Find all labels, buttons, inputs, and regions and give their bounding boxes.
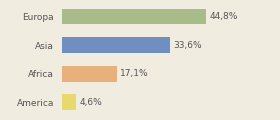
Bar bbox=[62, 37, 170, 53]
Text: 33,6%: 33,6% bbox=[173, 41, 202, 50]
Bar bbox=[62, 9, 206, 24]
Text: 17,1%: 17,1% bbox=[120, 69, 149, 78]
Text: 44,8%: 44,8% bbox=[209, 12, 238, 21]
Bar bbox=[62, 94, 76, 110]
Bar bbox=[62, 66, 117, 82]
Text: 4,6%: 4,6% bbox=[80, 98, 102, 107]
